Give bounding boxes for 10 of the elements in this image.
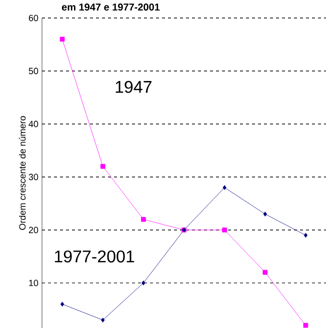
y-tick-label: 40 [28, 120, 38, 128]
y-tick-label: 20 [28, 226, 38, 234]
y-tick-label: 60 [28, 14, 38, 22]
text: 1947 [116, 80, 152, 93]
chart-title: em 1947 e 1977-2001 [62, 4, 160, 11]
series-label: 1977-2001 [54, 250, 134, 262]
y-tick-label: 30 [28, 174, 38, 180]
y-tick-label: 10 [29, 280, 38, 286]
y-tick-label: 50 [28, 68, 38, 74]
y-axis-title: Ordem crescente de número [18, 116, 26, 230]
